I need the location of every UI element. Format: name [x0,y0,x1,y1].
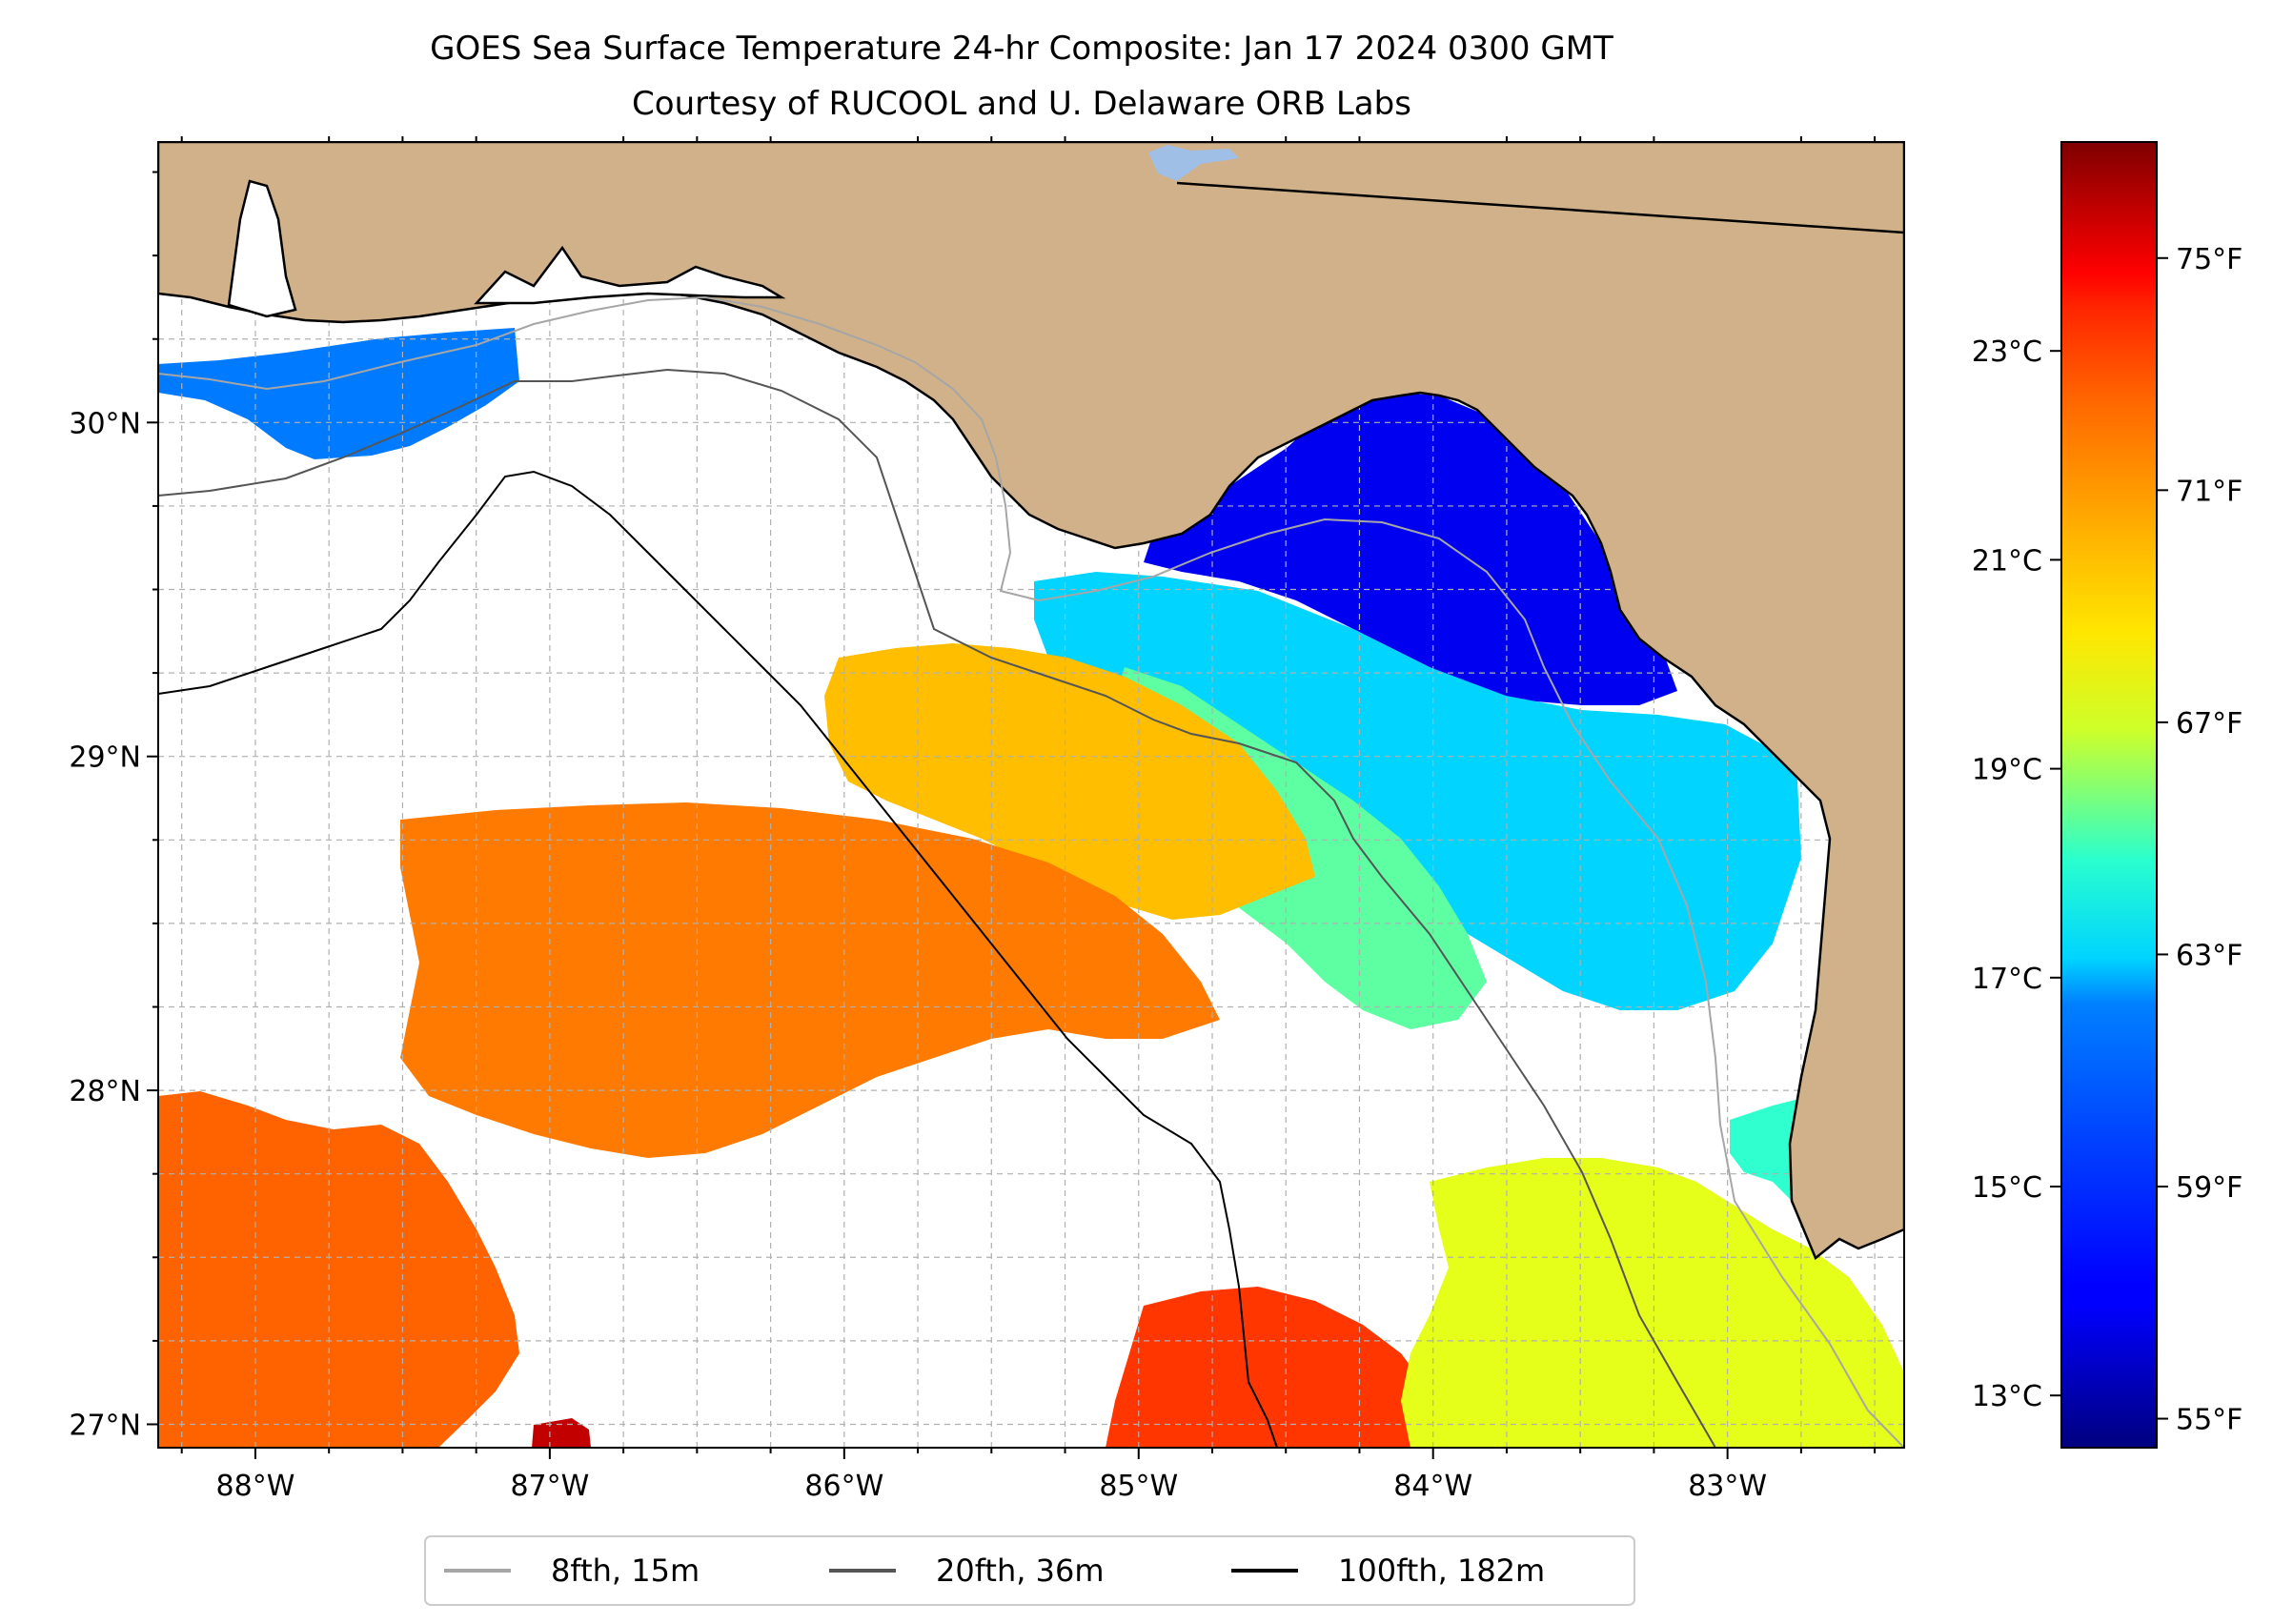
lat-tick-label: 28°N [69,1075,141,1108]
western-shelf-cold-band [158,328,519,459]
isobath-20fth [158,368,1716,1448]
legend: 8fth, 15m 20fth, 36m 100fth, 182m [424,1535,1635,1606]
central-gulf-warm [824,643,1315,920]
isobath-100fth [158,470,1278,1448]
colorbar-f-label: 67°F [2176,707,2242,741]
mobile-bay [227,179,297,318]
big-bend-mid-shelf [1034,572,1801,1010]
lon-tick-label: 84°W [1393,1470,1472,1503]
colorbar-gradient [2060,141,2158,1449]
lake [1148,145,1239,181]
southeast-shelf [1401,1158,1904,1448]
map-axes: 88°W 87°W 86°W 85°W 84°W 83°W 27°N 28°N 29°N 30°N [69,136,1877,1503]
colorbar-f-label: 59°F [2176,1171,2242,1205]
legend-box [424,1535,1635,1606]
colorbar-c-label: 13°C [1972,1380,2042,1413]
lat-tick-label: 29°N [69,741,141,775]
panhandle-bays [474,245,786,305]
colorbar-c-label: 17°C [1972,963,2042,996]
lat-tick-label: 30°N [69,407,141,440]
hot-spot [532,1418,591,1448]
lon-tick-label: 85°W [1099,1470,1178,1503]
isobath-8fth [158,295,1904,1448]
lat-tick-label: 27°N [69,1409,141,1442]
legend-label: 20fth, 36m [936,1553,1104,1589]
lon-tick-label: 86°W [804,1470,883,1503]
colorbar-c-label: 15°C [1972,1171,2042,1205]
map-area [158,142,1904,1448]
colorbar-c-label: 23°C [1972,335,2042,369]
colorbar-c-label: 19°C [1972,754,2042,787]
map-frame [157,141,1905,1449]
lon-tick-label: 88°W [216,1470,295,1503]
colorbar-f-label: 63°F [2176,939,2242,972]
lon-tick-label: 83°W [1688,1470,1767,1503]
colorbar-f-label: 75°F [2176,243,2242,276]
colorbar-f-label: 55°F [2176,1404,2242,1437]
lon-tick-label: 87°W [510,1470,589,1503]
state-boundary-line [1176,181,1904,234]
legend-label: 100fth, 182m [1338,1553,1545,1589]
offshore-warm [400,802,1220,1158]
south-central-warm [1106,1287,1449,1448]
map-subtitle: Courtesy of RUCOOL and U. Delaware ORB L… [632,85,1411,123]
colorbar: 55°F 59°F 63°F 67°F 71°F 75°F 13°C 15°C 17°C 19°C… [1972,141,2242,1449]
map-title: GOES Sea Surface Temperature 24-hr Compo… [430,30,1613,68]
colorbar-c-label: 21°C [1972,544,2042,578]
southwest-warm [158,1091,519,1448]
legend-label: 8fth, 15m [551,1553,700,1589]
colorbar-f-label: 71°F [2176,475,2242,508]
